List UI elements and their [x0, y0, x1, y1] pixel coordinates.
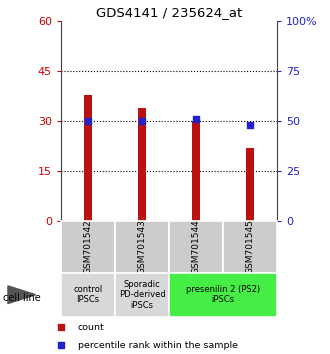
Title: GDS4141 / 235624_at: GDS4141 / 235624_at	[96, 6, 242, 19]
Point	[58, 324, 64, 330]
Text: GSM701545: GSM701545	[246, 219, 255, 274]
Bar	[61, 221, 115, 273]
Text: cell line: cell line	[3, 293, 41, 303]
Point	[85, 118, 91, 124]
Bar	[169, 273, 277, 317]
Polygon shape	[8, 286, 36, 304]
Text: Sporadic
PD-derived
iPSCs: Sporadic PD-derived iPSCs	[119, 280, 165, 310]
Text: percentile rank within the sample: percentile rank within the sample	[78, 341, 238, 350]
Text: control
IPSCs: control IPSCs	[74, 285, 103, 304]
Bar	[115, 221, 169, 273]
Text: GSM701542: GSM701542	[83, 219, 93, 274]
Point	[248, 122, 253, 128]
Bar	[138, 108, 146, 221]
Bar	[169, 221, 223, 273]
Bar	[223, 221, 277, 273]
Text: GSM701543: GSM701543	[138, 219, 147, 274]
Bar	[115, 273, 169, 317]
Point	[140, 118, 145, 124]
Bar	[192, 121, 200, 221]
Text: GSM701544: GSM701544	[192, 219, 201, 274]
Text: presenilin 2 (PS2)
iPSCs: presenilin 2 (PS2) iPSCs	[186, 285, 260, 304]
Point	[58, 342, 64, 348]
Bar	[246, 148, 254, 221]
Bar	[84, 95, 92, 221]
Text: count: count	[78, 323, 104, 332]
Bar	[61, 273, 115, 317]
Point	[193, 116, 199, 122]
